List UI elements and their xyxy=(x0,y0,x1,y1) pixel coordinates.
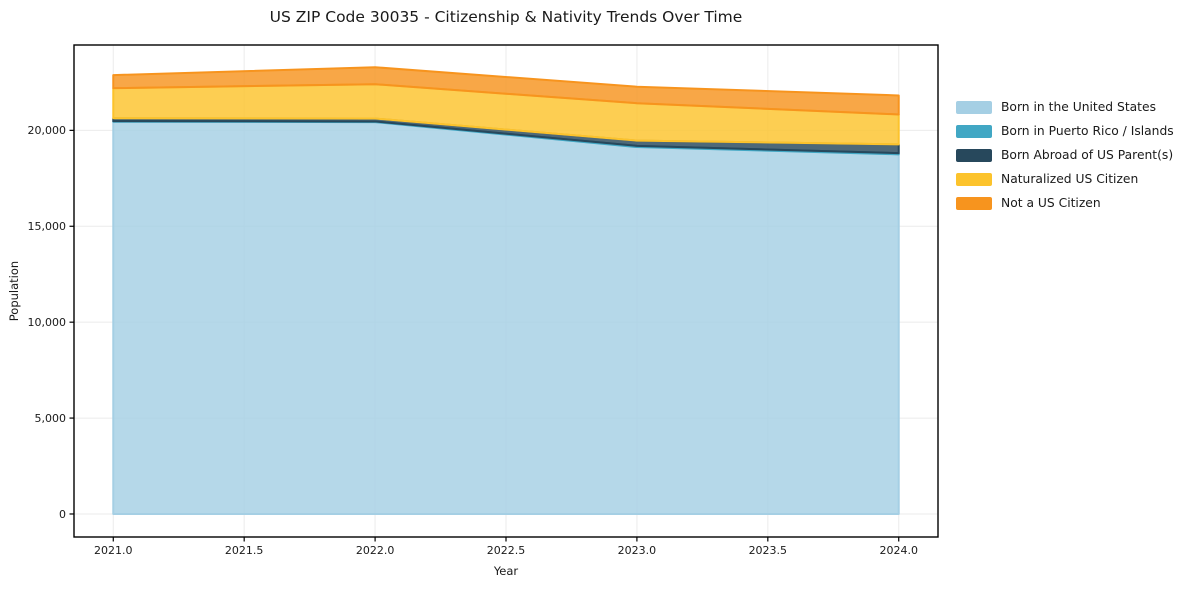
y-tick-label: 15,000 xyxy=(28,220,67,233)
legend-label: Born Abroad of US Parent(s) xyxy=(1001,148,1174,162)
legend-label: Not a US Citizen xyxy=(1001,196,1101,210)
legend-label: Born in Puerto Rico / Islands xyxy=(1001,124,1174,138)
x-axis-label: Year xyxy=(493,564,519,578)
x-tick-label: 2021.5 xyxy=(225,544,264,557)
x-tick-label: 2023.0 xyxy=(618,544,657,557)
legend-swatch xyxy=(956,148,992,162)
legend-swatch xyxy=(956,172,992,186)
chart-title: US ZIP Code 30035 - Citizenship & Nativi… xyxy=(269,8,743,26)
legend-item-4: Not a US Citizen xyxy=(956,196,1174,210)
x-tick-label: 2022.5 xyxy=(487,544,526,557)
legend: Born in the United States Born in Puerto … xyxy=(956,100,1174,210)
legend-swatch xyxy=(956,196,992,210)
legend-label: Naturalized US Citizen xyxy=(1001,172,1139,186)
legend-item-1: Born in Puerto Rico / Islands xyxy=(956,124,1174,138)
x-tick-label: 2022.0 xyxy=(356,544,395,557)
legend-item-0: Born in the United States xyxy=(956,100,1174,114)
y-tick-label: 0 xyxy=(59,508,66,521)
area-series-4 xyxy=(112,66,900,116)
y-tick-label: 5,000 xyxy=(35,412,67,425)
legend-item-3: Naturalized US Citizen xyxy=(956,172,1174,186)
x-tick-label: 2023.5 xyxy=(749,544,788,557)
x-tick-label: 2021.0 xyxy=(94,544,133,557)
area-series-0 xyxy=(112,120,900,515)
legend-label: Born in the United States xyxy=(1001,100,1156,114)
y-tick-label: 10,000 xyxy=(28,316,67,329)
y-tick-label: 20,000 xyxy=(28,124,67,137)
legend-swatch xyxy=(956,100,992,114)
legend-swatch xyxy=(956,124,992,138)
legend-item-2: Born Abroad of US Parent(s) xyxy=(956,148,1174,162)
x-tick-label: 2024.0 xyxy=(879,544,918,557)
y-axis-label: Population xyxy=(7,260,21,322)
